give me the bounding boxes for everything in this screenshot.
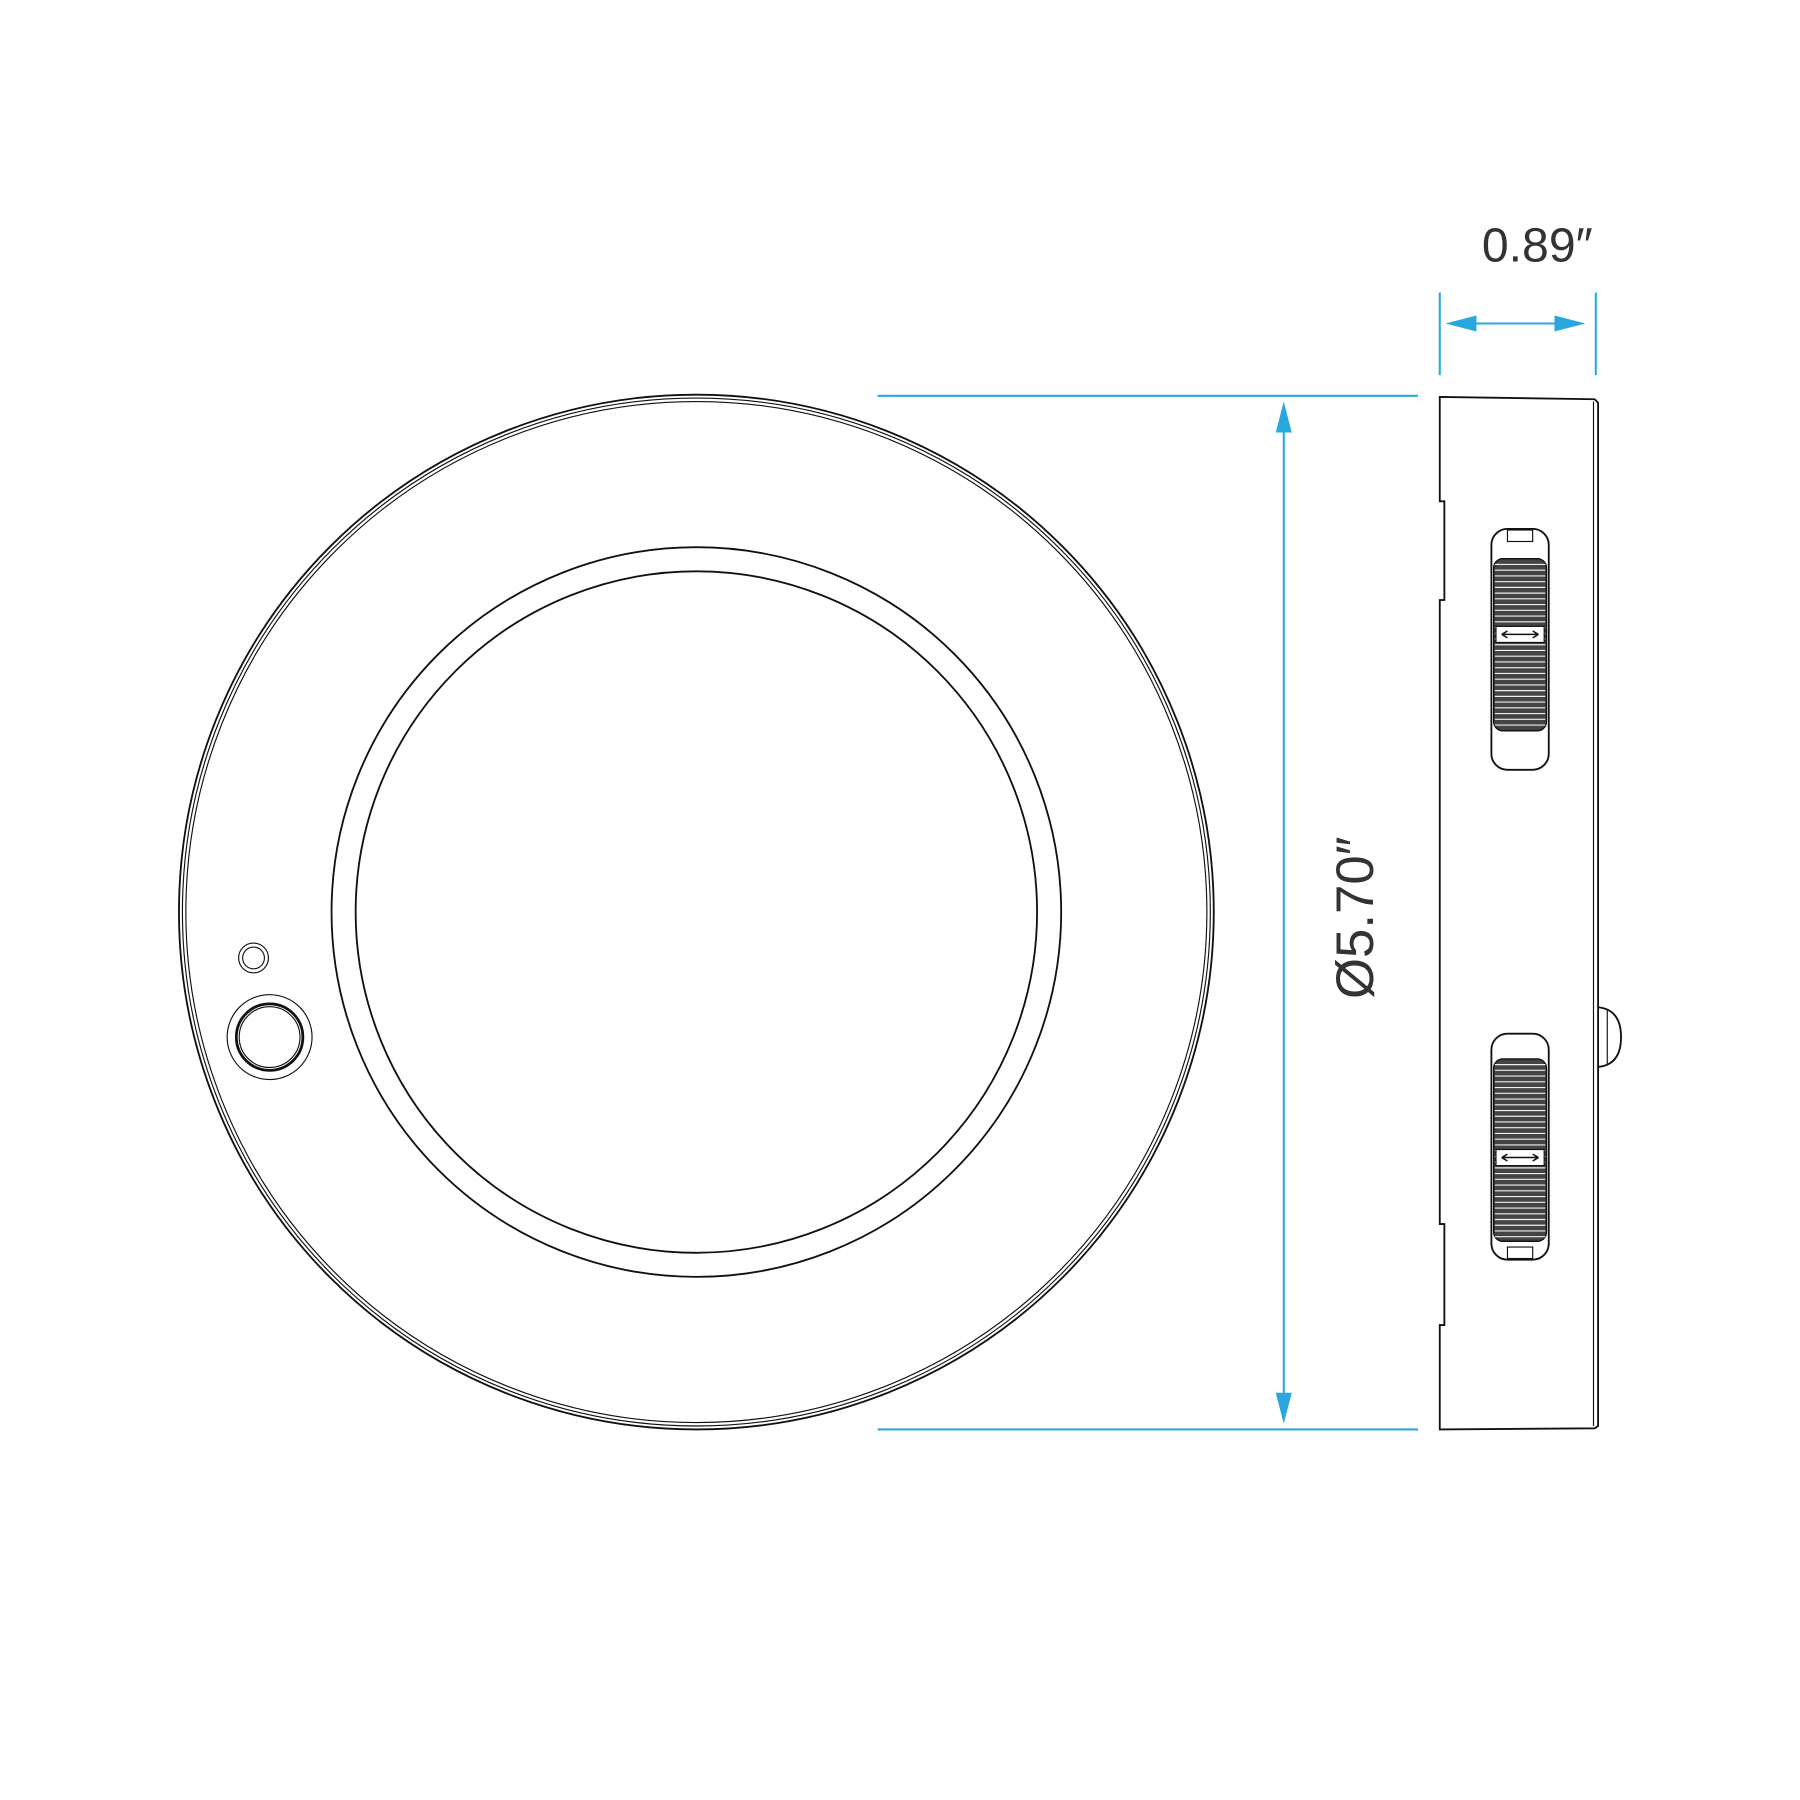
outer-rim	[178, 393, 1215, 1431]
double-arrow-icon	[1501, 1153, 1539, 1162]
depth-dimension: 0.89″	[1438, 219, 1597, 376]
slide-switch-bottom	[1490, 1032, 1550, 1261]
push-button	[234, 1002, 305, 1072]
outer-rim-inner	[181, 397, 1211, 1427]
arrow-down-icon	[1275, 1392, 1292, 1424]
lens	[354, 570, 1039, 1254]
switch-tab	[1506, 1246, 1534, 1260]
slide-switch-top	[1490, 527, 1550, 771]
indicator-led-outer	[238, 942, 270, 974]
arrow-up-icon	[1275, 401, 1292, 433]
front-view	[178, 393, 1215, 1431]
switch-tab	[1506, 529, 1534, 543]
indicator-led	[242, 946, 266, 970]
knurl-lines	[1494, 1064, 1546, 1238]
button-ring	[226, 994, 313, 1081]
depth-label: 0.89″	[1482, 219, 1593, 273]
housing-profile	[1438, 396, 1600, 1431]
double-arrow-icon	[1501, 630, 1539, 639]
arrow-right-icon	[1554, 315, 1586, 332]
diameter-dimension: Ø5.70″	[877, 394, 1418, 1431]
sensor-dome	[1597, 1006, 1622, 1068]
side-view	[1438, 396, 1622, 1431]
switch-track	[1490, 527, 1550, 771]
lens-bezel	[330, 546, 1063, 1278]
push-button-face	[238, 1006, 301, 1069]
arrow-left-icon	[1445, 315, 1477, 332]
diameter-label: Ø5.70″	[1326, 837, 1385, 999]
outer-rim-step	[185, 400, 1208, 1424]
switch-track	[1490, 1032, 1550, 1261]
